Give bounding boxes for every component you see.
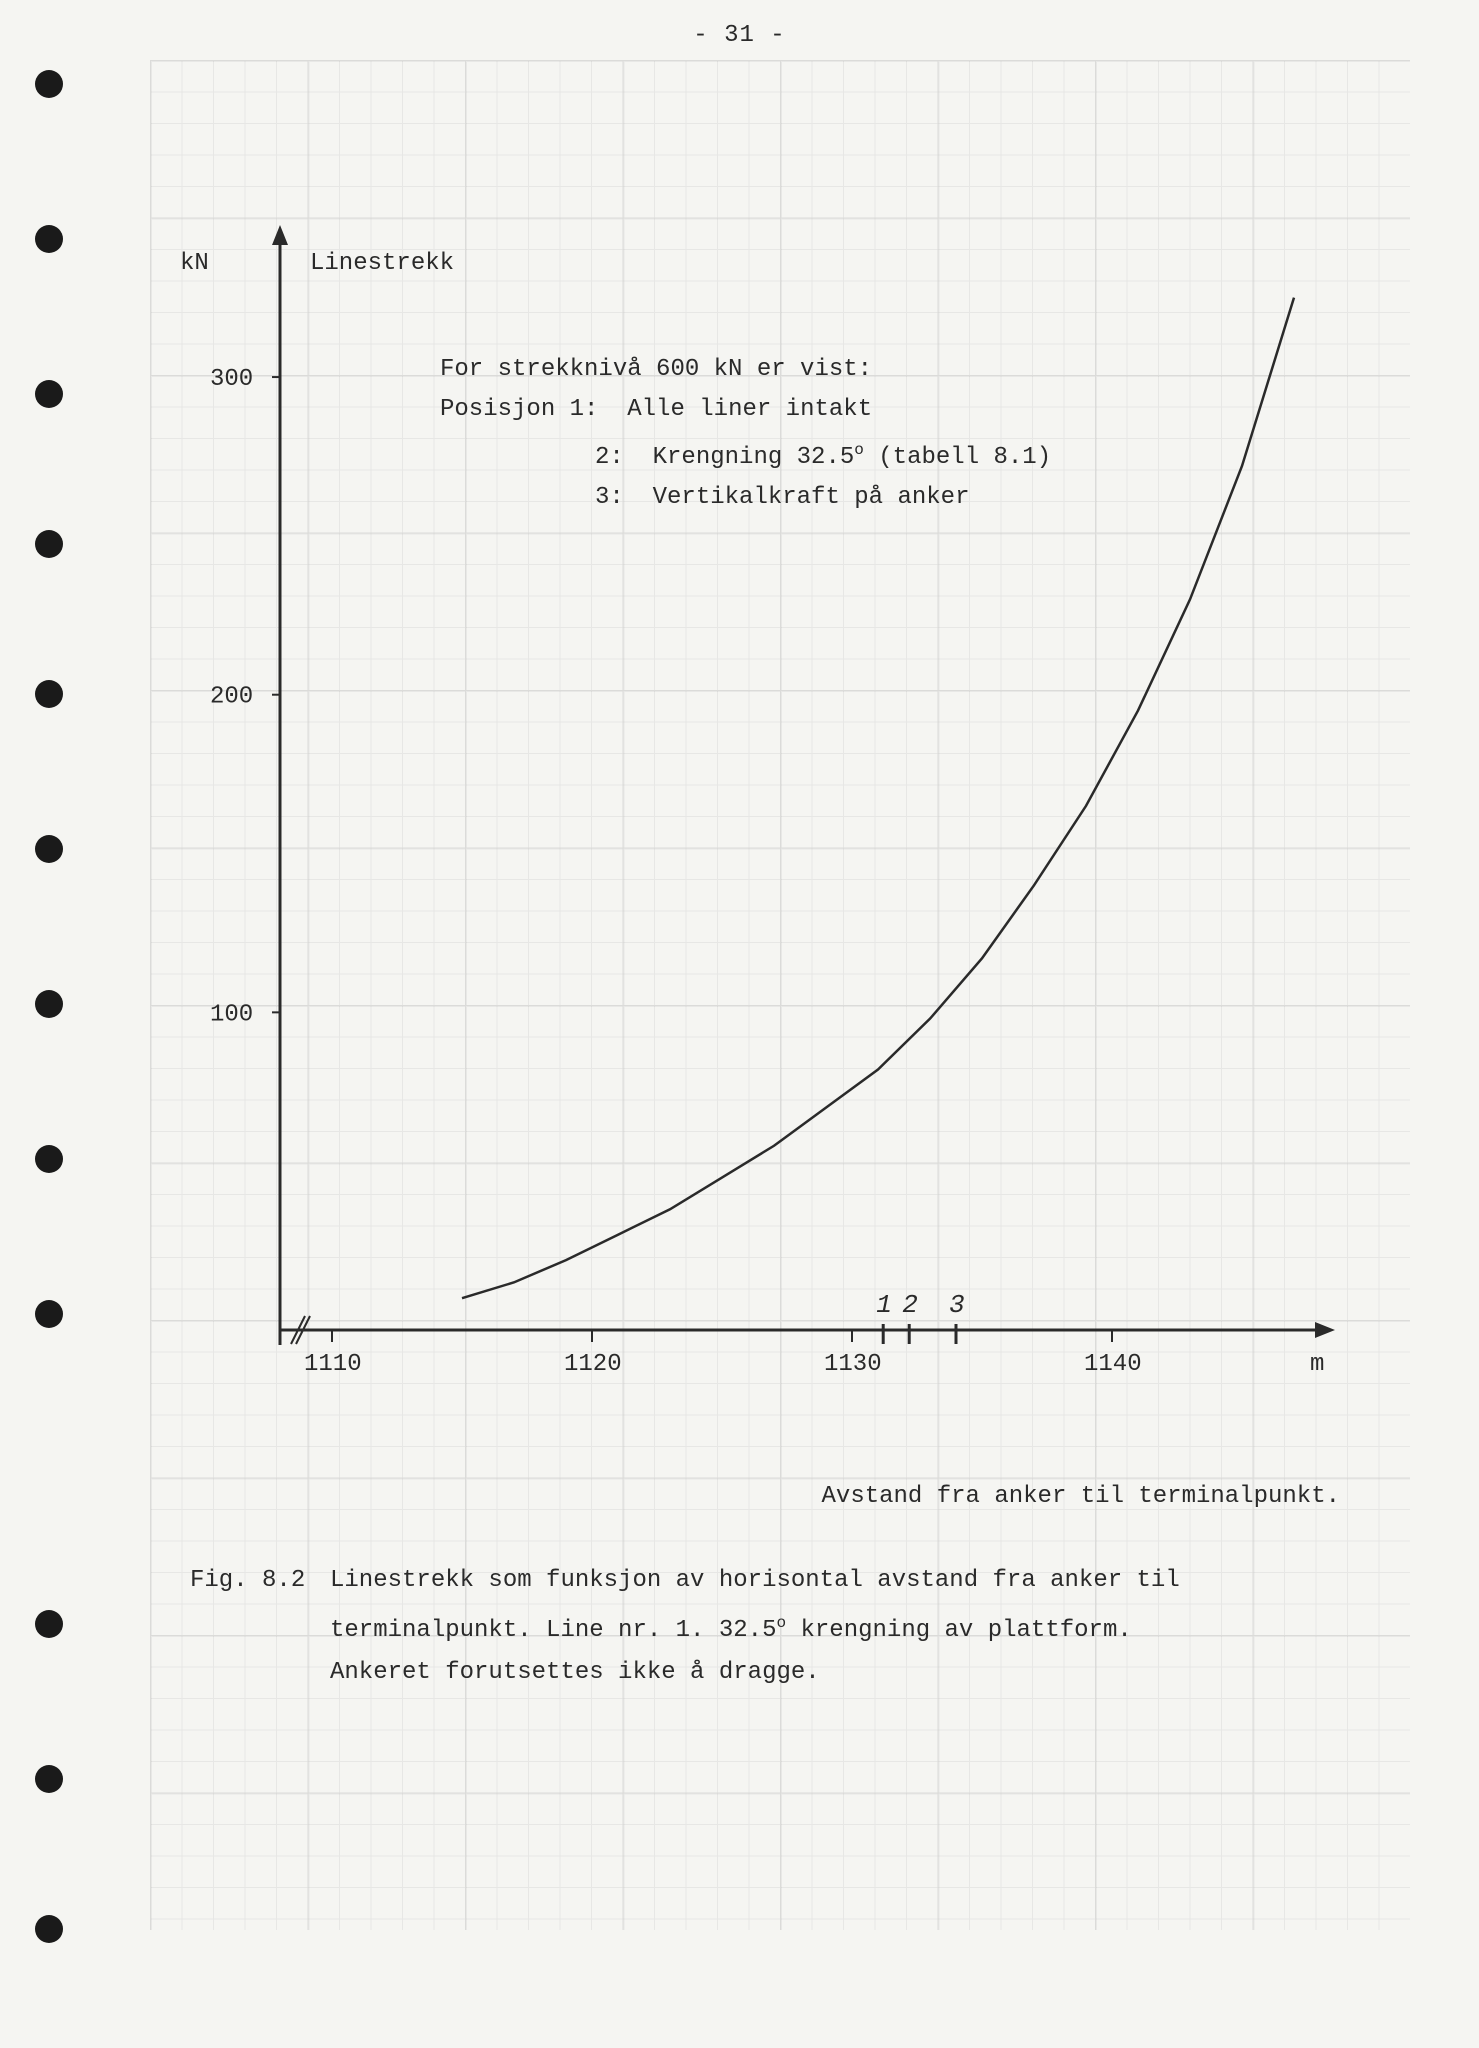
legend-text-3: Vertikalkraft på anker bbox=[653, 484, 970, 511]
legend: For strekknivå 600 kN er vist: Posisjon … bbox=[440, 350, 1051, 518]
legend-text-2: Krengning 32.5 bbox=[653, 444, 855, 471]
svg-text:1130: 1130 bbox=[824, 1351, 882, 1378]
caption-line2: terminalpunkt. Line nr. 1. 32.5 bbox=[330, 1617, 776, 1644]
y-axis-unit: kN bbox=[180, 250, 209, 277]
punch-hole bbox=[35, 1300, 63, 1328]
svg-text:200: 200 bbox=[210, 684, 253, 711]
punch-hole bbox=[35, 1145, 63, 1173]
caption-line2-tail: krengning av plattform. bbox=[786, 1617, 1132, 1644]
punch-hole bbox=[35, 380, 63, 408]
punch-hole bbox=[35, 680, 63, 708]
figure-caption: Fig. 8.2Linestrekk som funksjon av horis… bbox=[190, 1560, 1290, 1694]
punch-hole bbox=[35, 1610, 63, 1638]
punch-hole bbox=[35, 70, 63, 98]
page: - 31 - 1002003001110112011301140m123 kN … bbox=[0, 0, 1479, 2048]
legend-pos-3: 3: bbox=[595, 484, 624, 511]
svg-text:2: 2 bbox=[902, 1290, 918, 1320]
punch-hole bbox=[35, 990, 63, 1018]
caption-line1: Linestrekk som funksjon av horisontal av… bbox=[330, 1567, 1180, 1594]
svg-text:m: m bbox=[1310, 1351, 1324, 1378]
svg-text:3: 3 bbox=[949, 1290, 965, 1320]
svg-text:1120: 1120 bbox=[564, 1351, 622, 1378]
legend-row-2: 2: Krengning 32.5o (tabell 8.1) bbox=[440, 430, 1051, 478]
svg-text:100: 100 bbox=[210, 1001, 253, 1028]
x-axis-title: Avstand fra anker til terminalpunkt. bbox=[822, 1483, 1340, 1510]
punch-hole bbox=[35, 225, 63, 253]
svg-text:1: 1 bbox=[876, 1290, 892, 1320]
svg-text:300: 300 bbox=[210, 366, 253, 393]
legend-pos-1: Posisjon 1: bbox=[440, 396, 598, 423]
legend-text-1: Alle liner intakt bbox=[627, 396, 872, 423]
punch-hole bbox=[35, 530, 63, 558]
caption-line3: Ankeret forutsettes ikke å dragge. bbox=[330, 1659, 820, 1686]
legend-row-3: 3: Vertikalkraft på anker bbox=[440, 478, 1051, 518]
caption-line2-sup: o bbox=[776, 1614, 786, 1632]
punch-hole bbox=[35, 835, 63, 863]
page-number: - 31 - bbox=[693, 22, 785, 49]
legend-tail-2: (tabell 8.1) bbox=[864, 444, 1051, 471]
legend-pos-2: 2: bbox=[595, 444, 624, 471]
legend-sup-2: o bbox=[854, 441, 864, 459]
chart: 1002003001110112011301140m123 kN Linestr… bbox=[260, 250, 1340, 1390]
legend-row-1: Posisjon 1: Alle liner intakt bbox=[440, 390, 1051, 430]
svg-text:1110: 1110 bbox=[304, 1351, 362, 1378]
punch-hole bbox=[35, 1915, 63, 1943]
caption-text: Linestrekk som funksjon av horisontal av… bbox=[330, 1560, 1250, 1694]
y-axis-title: Linestrekk bbox=[310, 250, 454, 277]
punch-hole bbox=[35, 1765, 63, 1793]
svg-text:1140: 1140 bbox=[1084, 1351, 1142, 1378]
legend-title: For strekknivå 600 kN er vist: bbox=[440, 350, 1051, 390]
caption-label: Fig. 8.2 bbox=[190, 1560, 330, 1602]
